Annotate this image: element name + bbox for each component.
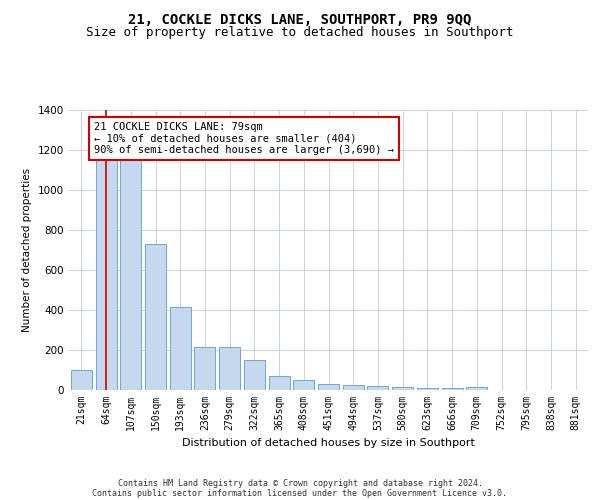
X-axis label: Distribution of detached houses by size in Southport: Distribution of detached houses by size …: [182, 438, 475, 448]
Text: 21 COCKLE DICKS LANE: 79sqm
← 10% of detached houses are smaller (404)
90% of se: 21 COCKLE DICKS LANE: 79sqm ← 10% of det…: [94, 122, 394, 155]
Bar: [71, 370, 92, 390]
Bar: [269, 376, 290, 390]
Bar: [392, 387, 413, 390]
Bar: [244, 360, 265, 390]
Text: 21, COCKLE DICKS LANE, SOUTHPORT, PR9 9QQ: 21, COCKLE DICKS LANE, SOUTHPORT, PR9 9Q…: [128, 12, 472, 26]
Text: Size of property relative to detached houses in Southport: Size of property relative to detached ho…: [86, 26, 514, 39]
Bar: [194, 347, 215, 390]
Text: Contains public sector information licensed under the Open Government Licence v3: Contains public sector information licen…: [92, 488, 508, 498]
Bar: [219, 347, 240, 390]
Y-axis label: Number of detached properties: Number of detached properties: [22, 168, 32, 332]
Bar: [170, 307, 191, 390]
Bar: [417, 388, 438, 390]
Bar: [466, 387, 487, 390]
Bar: [120, 159, 141, 390]
Bar: [95, 159, 116, 390]
Bar: [343, 385, 364, 390]
Bar: [145, 244, 166, 390]
Bar: [318, 384, 339, 390]
Text: Contains HM Land Registry data © Crown copyright and database right 2024.: Contains HM Land Registry data © Crown c…: [118, 478, 482, 488]
Bar: [293, 380, 314, 390]
Bar: [442, 388, 463, 390]
Bar: [367, 386, 388, 390]
